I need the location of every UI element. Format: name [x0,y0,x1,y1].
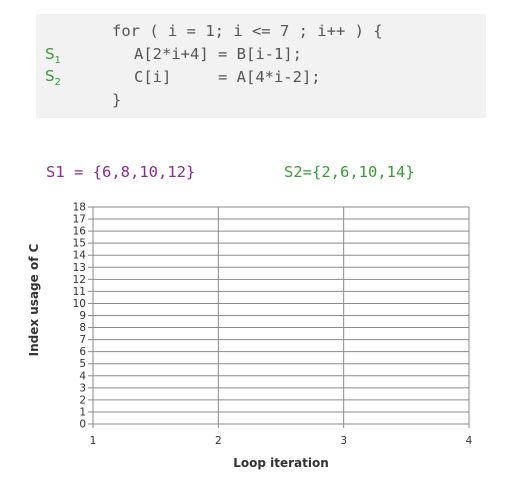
statement-label-s2-letter: S [45,67,55,85]
y-tick-label: 7 [79,334,86,346]
y-tick-label: 15 [73,238,86,250]
code-block [36,14,486,118]
y-tick-label: 18 [73,202,86,214]
y-tick-label: 8 [79,322,86,334]
statement-label-s1-letter: S [45,45,55,63]
code-line-close: } [112,91,122,109]
y-tick-label: 6 [79,346,86,358]
y-tick-label: 12 [73,274,86,286]
x-axis-label: Loop iteration [233,456,329,470]
set-s1: S1 = {6,8,10,12} [46,163,196,181]
y-tick-label: 11 [73,286,86,298]
y-tick-label: 14 [73,250,87,262]
code-line-s2: C[i] = A[4*i-2]; [134,68,321,86]
y-tick-label: 17 [73,214,86,226]
y-tick-label: 10 [73,298,86,310]
x-tick-label: 4 [466,435,473,447]
y-tick-label: 9 [79,310,86,322]
statement-label-s2-subscript: 2 [54,77,61,88]
y-tick-label: 16 [73,226,87,238]
y-tick-label: 2 [79,394,86,406]
x-tick-label: 1 [90,435,97,447]
statement-label-s2: S2 [45,67,61,88]
statement-label-s1-subscript: 1 [54,55,61,66]
x-tick-label: 2 [215,435,222,447]
y-tick-label: 13 [73,262,86,274]
y-tick-label: 1 [79,406,86,418]
statement-label-s1: S1 [45,45,61,66]
set-s2: S2={2,6,10,14} [284,163,415,181]
code-line-s1: A[2*i+4] = B[i-1]; [134,45,302,63]
code-line-for: for ( i = 1; i <= 7 ; i++ ) { [112,22,383,40]
y-tick-label: 5 [79,358,86,370]
y-tick-label: 4 [79,370,86,382]
y-axis-label: Index usage of C [27,243,41,357]
y-tick-label: 3 [79,382,86,394]
x-tick-label: 3 [340,435,347,447]
y-tick-label: 0 [79,419,86,431]
